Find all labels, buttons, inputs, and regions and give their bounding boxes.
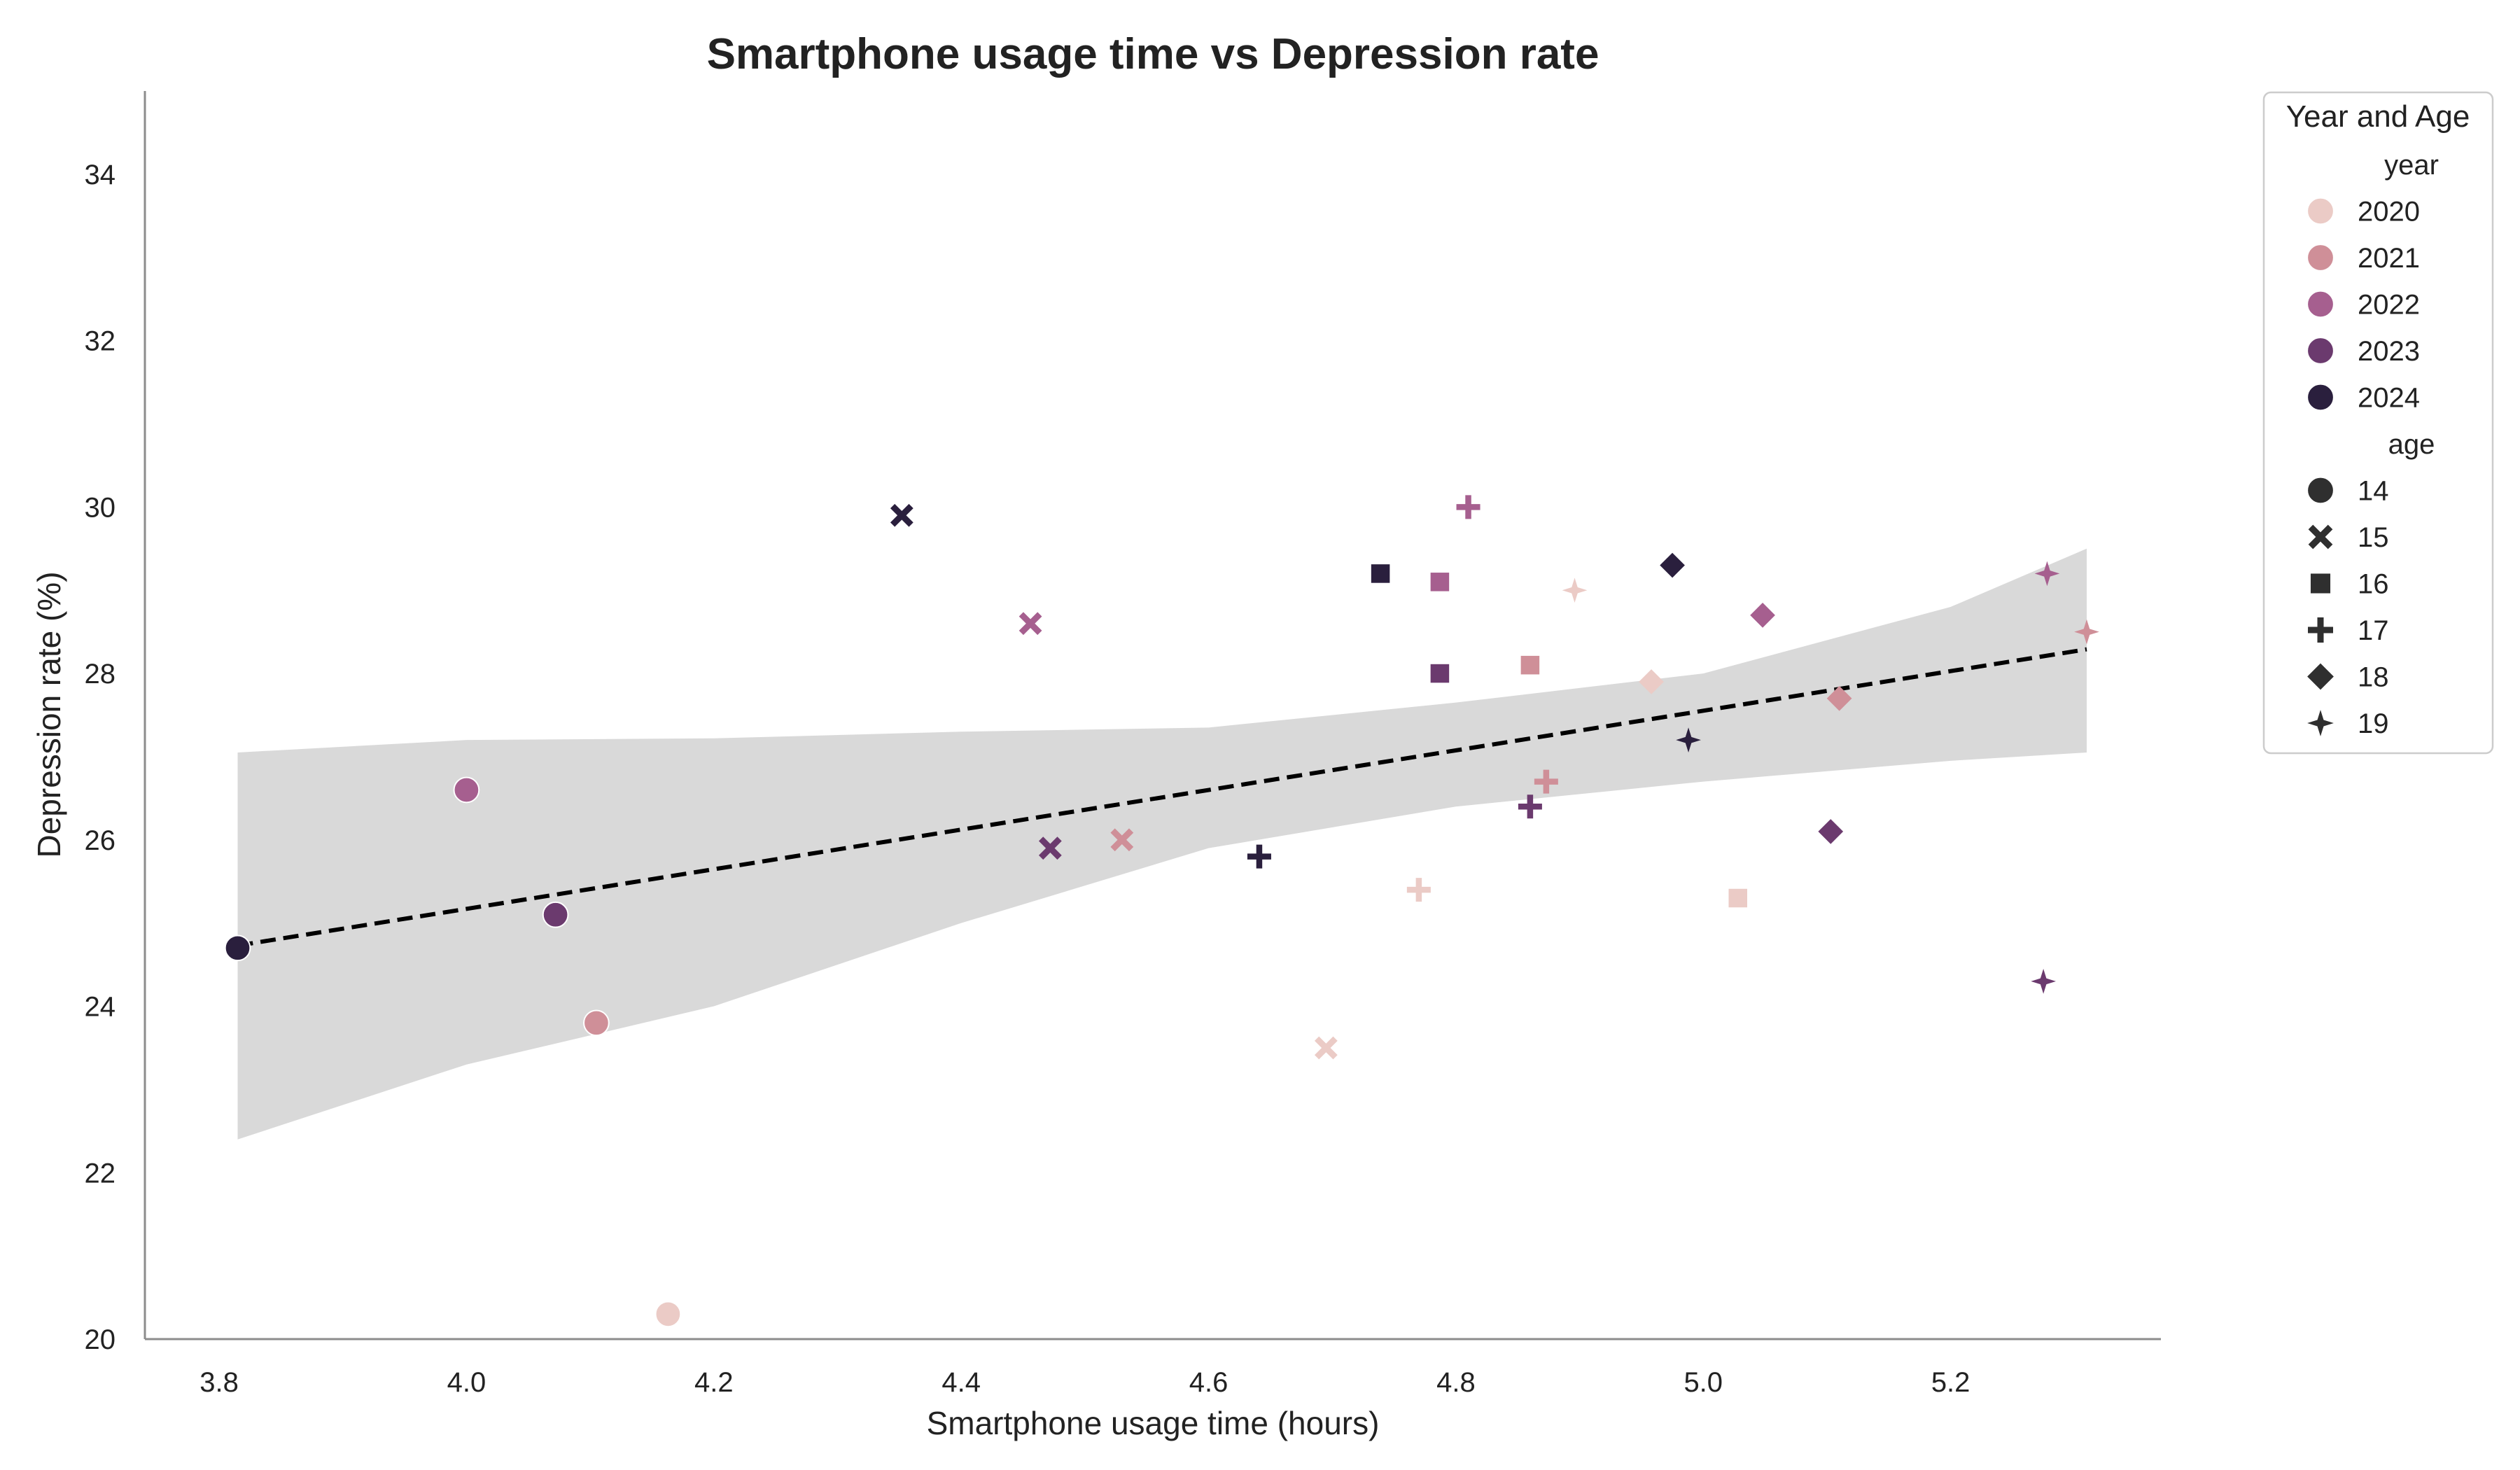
y-tick-label: 26 <box>85 825 116 856</box>
legend-age-label: 19 <box>2358 708 2389 739</box>
data-point <box>1534 769 1558 794</box>
data-point <box>1247 844 1271 869</box>
data-point <box>1520 655 1540 675</box>
data-point <box>1018 612 1042 636</box>
data-point <box>542 901 569 928</box>
data-point <box>583 1009 610 1037</box>
data-point <box>1456 495 1480 519</box>
legend-age-marker <box>2308 524 2333 550</box>
y-tick-label: 28 <box>85 659 116 690</box>
x-tick-label: 5.2 <box>1931 1367 1970 1398</box>
data-point <box>1676 727 1701 753</box>
legend-age-marker <box>2308 617 2333 643</box>
data-point <box>453 776 480 804</box>
data-point <box>1518 794 1542 819</box>
x-tick-labels: 3.8 4.0 4.2 4.4 4.6 4.8 5.0 5.2 <box>200 1367 1970 1398</box>
data-point <box>1371 564 1390 583</box>
x-tick-label: 4.4 <box>941 1367 981 1398</box>
legend-age-label: 14 <box>2358 476 2389 507</box>
legend-age-marker <box>2310 573 2331 594</box>
data-point <box>1430 664 1450 683</box>
y-tick-label: 22 <box>85 1158 116 1189</box>
data-point <box>1728 888 1747 908</box>
legend-age-label: 17 <box>2358 615 2389 646</box>
data-point <box>1110 828 1134 852</box>
legend-frame <box>2262 91 2494 755</box>
data-point <box>1314 1036 1338 1060</box>
axes <box>144 91 2161 1340</box>
legend-age-label: 16 <box>2358 569 2389 600</box>
y-tick-label: 34 <box>85 160 116 190</box>
regression-line <box>237 647 2087 948</box>
x-tick-label: 4.6 <box>1189 1367 1228 1398</box>
legend-year-label: 2024 <box>2358 383 2420 414</box>
x-axis-title: Smartphone usage time (hours) <box>927 1405 1380 1441</box>
legend-year-label: 2023 <box>2358 336 2420 367</box>
y-tick-label: 32 <box>85 326 116 357</box>
data-point <box>1406 878 1431 902</box>
data-point <box>890 503 913 527</box>
data-points <box>224 495 2099 1328</box>
legend-age-label: 15 <box>2358 522 2389 553</box>
data-point <box>1562 578 1588 603</box>
legend-items: year 2020 2021 2022 2023 2024 age 14 15 16 17 18 19 <box>2306 150 2439 739</box>
data-point <box>2074 619 2099 645</box>
regression-line-layer <box>237 647 2087 948</box>
data-point <box>2034 561 2060 587</box>
data-point <box>1826 685 1852 711</box>
y-tick-label: 24 <box>85 992 116 1023</box>
data-point <box>1750 603 1775 628</box>
chart-title: Smartphone usage time vs Depression rate <box>707 30 1600 78</box>
legend-subtitle-year: year <box>2384 150 2439 181</box>
confidence-band <box>237 548 2087 1140</box>
legend-subtitle-age: age <box>2388 429 2435 460</box>
x-tick-label: 4.8 <box>1436 1367 1476 1398</box>
data-point <box>1430 573 1450 592</box>
legend-year-label: 2022 <box>2358 290 2420 321</box>
data-point <box>654 1301 682 1328</box>
y-tick-label: 20 <box>85 1324 116 1355</box>
legend-year-marker <box>2306 383 2334 412</box>
data-point <box>224 934 251 962</box>
legend-age-marker <box>2306 476 2334 505</box>
x-tick-label: 4.0 <box>447 1367 486 1398</box>
x-tick-label: 5.0 <box>1684 1367 1723 1398</box>
y-tick-label: 30 <box>85 492 116 523</box>
data-point <box>1660 552 1685 578</box>
data-point <box>1639 669 1664 694</box>
legend-year-label: 2021 <box>2358 243 2420 274</box>
x-tick-label: 3.8 <box>200 1367 239 1398</box>
legend-year-marker <box>2306 197 2334 225</box>
y-tick-labels: 20 22 24 26 28 30 32 34 <box>85 160 116 1355</box>
legend-age-marker <box>2307 710 2334 736</box>
confidence-band-layer <box>237 548 2087 1140</box>
data-point <box>2031 969 2056 994</box>
data-point <box>1038 836 1062 860</box>
legend-year-marker <box>2306 244 2334 272</box>
y-axis-title: Depression rate (%) <box>31 571 67 858</box>
data-point <box>1818 819 1844 844</box>
legend-age-label: 18 <box>2358 662 2389 693</box>
legend-age-marker <box>2307 663 2334 690</box>
legend-year-marker <box>2306 337 2334 365</box>
legend-year-marker <box>2306 290 2334 318</box>
legend-year-label: 2020 <box>2358 197 2420 227</box>
x-tick-label: 4.2 <box>694 1367 734 1398</box>
legend: Year and Age year 2020 2021 2022 2023 2024 age… <box>2262 91 2494 755</box>
legend-title: Year and Age <box>2286 99 2470 134</box>
